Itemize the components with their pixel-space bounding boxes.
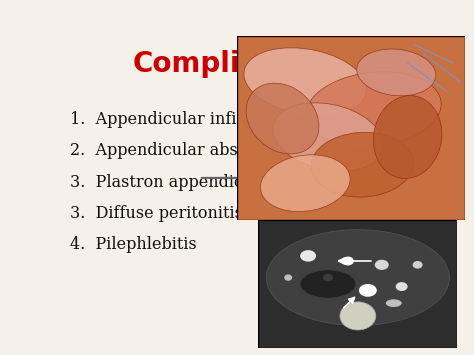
Text: 1.  Appendicular infiltrate.: 1. Appendicular infiltrate. [70,111,287,128]
Ellipse shape [244,48,366,115]
Ellipse shape [300,250,316,262]
Text: 2.  Appendicular abscess.: 2. Appendicular abscess. [70,142,278,159]
Ellipse shape [266,230,449,326]
Ellipse shape [273,103,383,171]
Ellipse shape [306,72,441,147]
Ellipse shape [357,49,436,96]
Ellipse shape [260,155,350,212]
Ellipse shape [342,257,354,266]
Ellipse shape [386,299,401,307]
Ellipse shape [346,305,370,315]
Ellipse shape [300,270,356,298]
Ellipse shape [374,95,442,179]
Ellipse shape [412,261,423,269]
Ellipse shape [311,132,413,197]
Ellipse shape [375,260,389,270]
Ellipse shape [284,274,292,281]
Ellipse shape [323,274,333,282]
Ellipse shape [340,302,376,330]
Text: Complications: Complications [132,50,354,78]
Ellipse shape [396,282,408,291]
Ellipse shape [246,83,319,154]
Ellipse shape [359,284,377,297]
Text: 3.  Diffuse peritonitis.: 3. Diffuse peritonitis. [70,205,248,222]
Text: 3.  Plastron appendicitis: 3. Plastron appendicitis [70,174,268,191]
Text: 4.  Pilephlebitis: 4. Pilephlebitis [70,236,197,253]
